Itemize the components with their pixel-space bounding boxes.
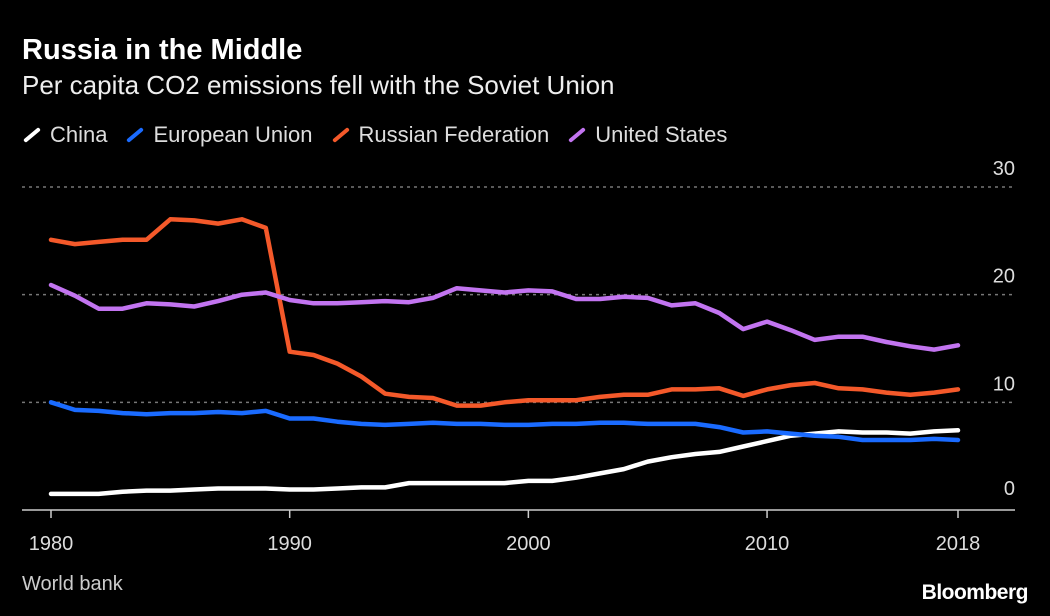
- bloomberg-logo: Bloomberg: [921, 581, 1029, 604]
- x-tick-label: 2018: [936, 533, 981, 555]
- x-tick-label: 2000: [506, 533, 551, 555]
- legend-label: European Union: [153, 122, 313, 147]
- chart-title: Russia in the Middle: [22, 34, 303, 66]
- series-line-russian-federation: [48, 217, 961, 408]
- legend-item-united-states: United States: [567, 122, 727, 148]
- source-note: World bank: [22, 573, 123, 595]
- chart-subtitle: Per capita CO2 emissions fell with the S…: [22, 70, 615, 100]
- legend-item-china: China: [22, 122, 107, 148]
- legend: China European Union Russian Federation Uni…: [22, 122, 727, 148]
- x-tick-label: 2010: [745, 533, 790, 555]
- y-tick-label: 0: [1004, 478, 1015, 500]
- x-tick-label: 1990: [267, 533, 312, 555]
- legend-label: United States: [595, 122, 728, 147]
- series-line-united-states: [48, 282, 961, 352]
- y-tick-label: 20: [993, 266, 1015, 288]
- series-line-european-union: [48, 400, 961, 443]
- y-tick-label: 30: [993, 158, 1015, 180]
- series-line-china: [48, 428, 961, 497]
- x-tick-label: 1980: [29, 533, 74, 555]
- legend-label: China: [50, 122, 108, 147]
- legend-item-european-union: European Union: [125, 122, 313, 148]
- legend-label: Russian Federation: [358, 122, 550, 147]
- legend-item-russian-federation: Russian Federation: [331, 122, 550, 148]
- y-tick-label: 10: [993, 373, 1015, 395]
